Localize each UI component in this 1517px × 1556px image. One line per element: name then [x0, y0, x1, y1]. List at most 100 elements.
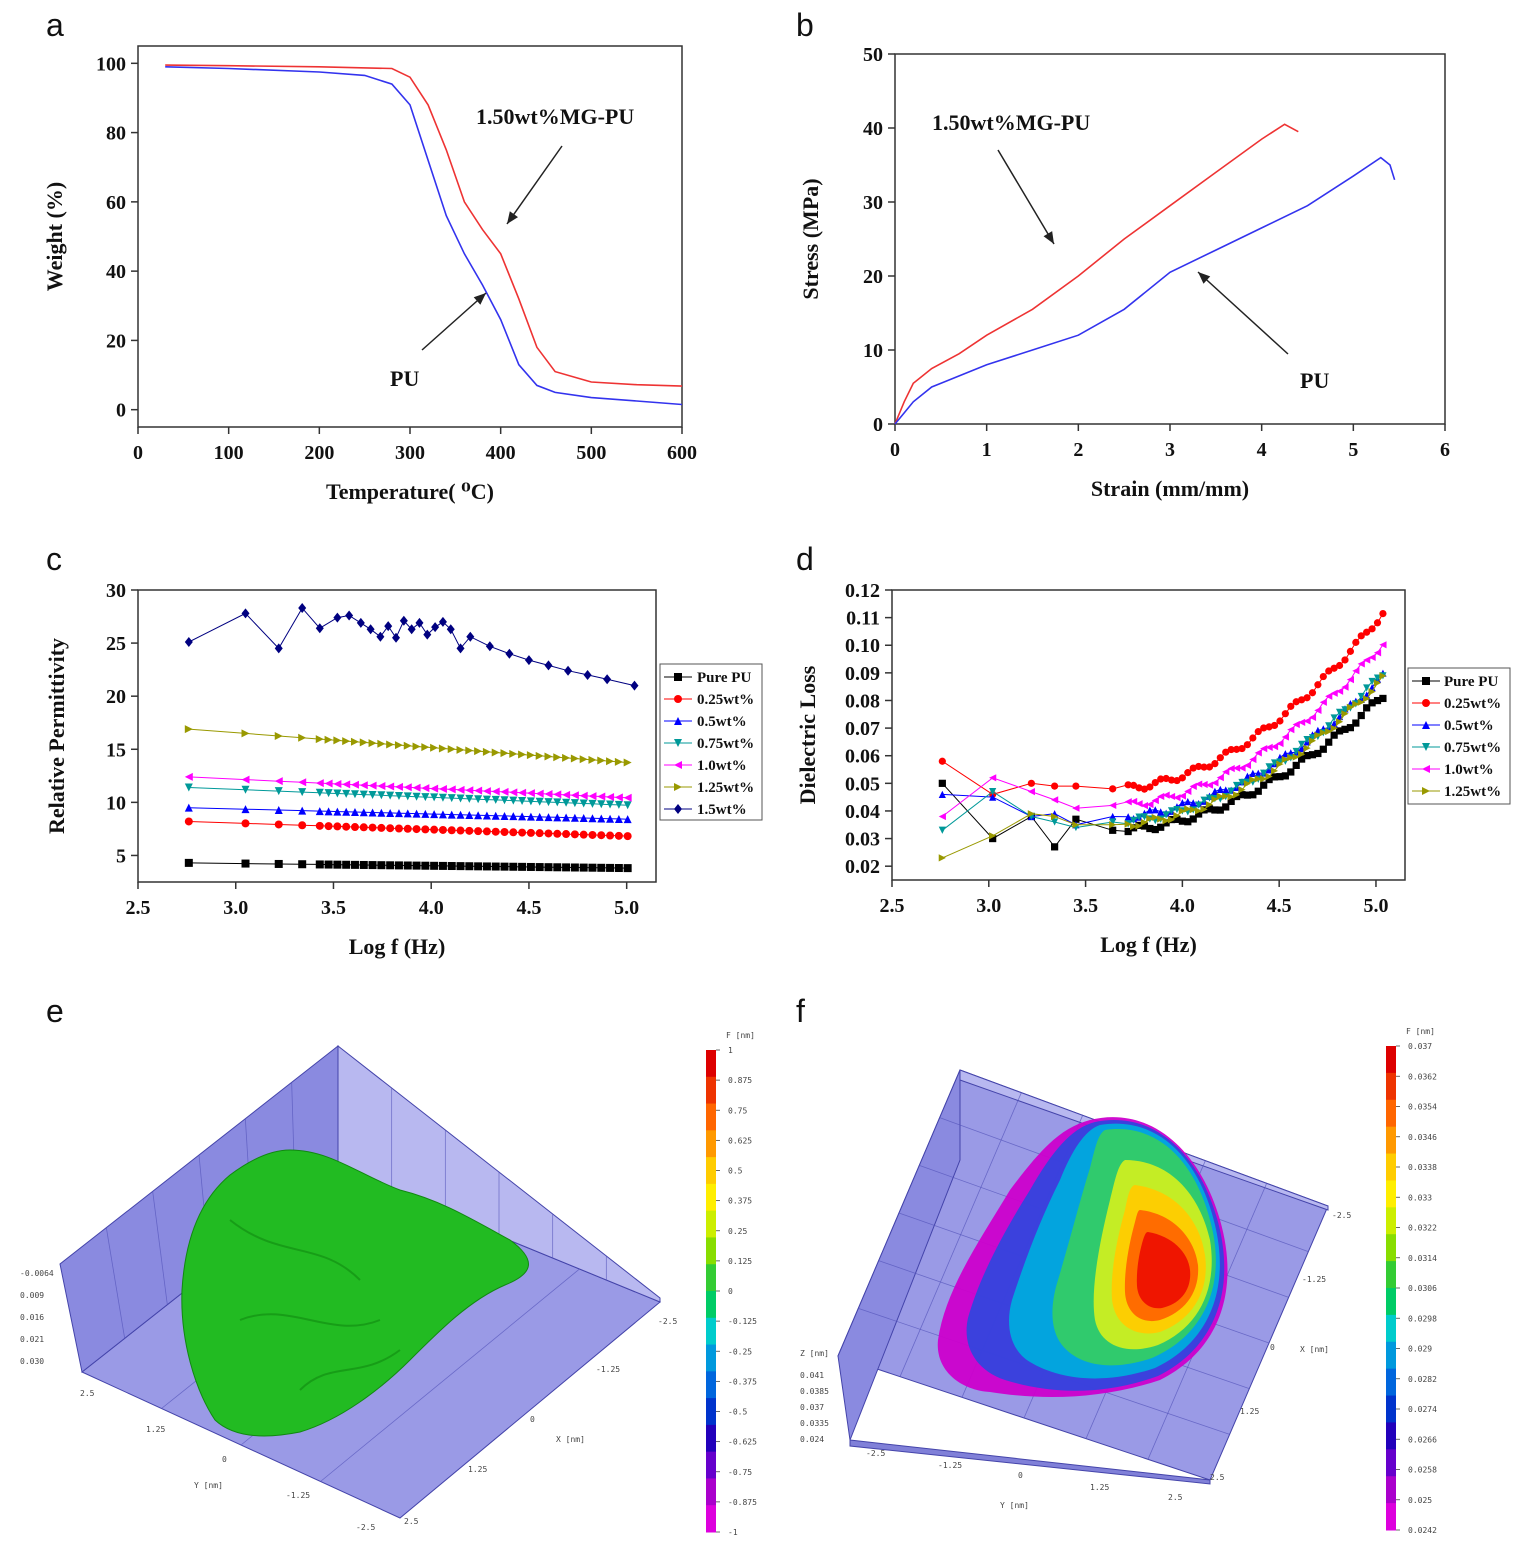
data-point [938, 790, 946, 798]
data-point [1124, 781, 1132, 789]
data-point [1260, 781, 1268, 789]
data-point [1189, 806, 1197, 814]
z-tick-label: 0.030 [20, 1357, 44, 1366]
legend-marker [674, 804, 682, 814]
data-point [1051, 843, 1059, 851]
data-point [570, 754, 579, 763]
data-point [597, 814, 606, 823]
data-point [274, 859, 283, 868]
data-point [1232, 781, 1241, 790]
data-point [614, 831, 623, 840]
data-point [1205, 801, 1214, 809]
data-point [518, 862, 527, 871]
arrow-mg-pu [506, 145, 563, 225]
data-point [315, 807, 324, 816]
colorbar-tick-label: 0.029 [1408, 1345, 1432, 1354]
data-point [1254, 775, 1262, 783]
data-point [1341, 710, 1349, 718]
data-point [1335, 727, 1344, 735]
surface-layer-7 [1136, 1232, 1191, 1309]
grid-line [105, 1227, 126, 1339]
data-point [1129, 797, 1138, 806]
data-point [377, 861, 386, 870]
data-point [1368, 677, 1376, 686]
data-point [465, 811, 474, 820]
y-tick-label: 10 [106, 792, 126, 814]
data-point [1232, 764, 1241, 772]
data-point [1335, 661, 1344, 670]
data-point [562, 753, 571, 762]
data-point [342, 822, 351, 831]
data-point [1319, 698, 1327, 706]
data-point [535, 863, 544, 872]
data-point [1189, 799, 1197, 807]
legend-marker [674, 761, 682, 769]
series-line [188, 776, 628, 799]
data-point [1189, 764, 1197, 772]
data-point [1298, 696, 1306, 704]
data-point [1135, 784, 1143, 792]
data-point [1346, 724, 1355, 732]
surface-green [181, 1149, 529, 1437]
data-point [570, 791, 579, 800]
grid-line [320, 1268, 580, 1482]
x-tick-label: 0 [1270, 1343, 1275, 1352]
data-point [1151, 779, 1159, 787]
panel-label-d: d [796, 541, 814, 577]
x-tick-label: 0 [133, 442, 143, 464]
series-0-5wt- [184, 803, 632, 824]
data-point [1352, 638, 1360, 646]
data-point [324, 822, 333, 831]
data-point [1281, 755, 1289, 763]
data-point [342, 780, 351, 789]
data-point [315, 821, 324, 830]
z-tick-label: 0.016 [20, 1313, 44, 1322]
data-point [1211, 760, 1219, 768]
data-point [1346, 703, 1355, 711]
data-point [368, 808, 377, 817]
data-point [524, 655, 533, 666]
data-point [544, 829, 553, 838]
data-point [1254, 787, 1262, 795]
data-point [430, 743, 439, 752]
data-point [465, 826, 474, 835]
legend-label: 0.75wt% [697, 736, 754, 752]
data-point [1335, 687, 1344, 695]
data-point [333, 779, 342, 788]
data-point [403, 861, 412, 870]
data-point [324, 735, 333, 744]
data-point [315, 779, 324, 788]
y-tick-label: -1.25 [938, 1461, 962, 1470]
data-point [1162, 817, 1170, 825]
data-point [491, 748, 500, 757]
data-point [324, 779, 333, 788]
data-point [1184, 769, 1192, 777]
data-point [184, 803, 193, 812]
data-point [1298, 740, 1306, 748]
data-point [482, 787, 491, 796]
data-point [1303, 744, 1311, 752]
data-point [623, 864, 632, 873]
data-point [1238, 764, 1246, 772]
x-tick-label: 6 [1440, 439, 1450, 461]
legend-label: 1.25wt% [697, 780, 754, 796]
data-point [535, 789, 544, 798]
x-tick-label: 600 [667, 442, 697, 464]
data-point [1249, 776, 1257, 784]
annotation-mg-pu: 1.50wt%MG-PU [932, 110, 1090, 135]
data-point [614, 864, 623, 873]
data-point [544, 660, 553, 671]
colorbar-tick-label: 0.0354 [1408, 1103, 1437, 1112]
data-point [509, 749, 518, 758]
data-point [1276, 717, 1284, 725]
data-point [324, 807, 333, 816]
data-point [1373, 619, 1382, 627]
data-point [535, 797, 544, 806]
data-point [588, 830, 597, 839]
data-point [526, 862, 535, 871]
z-tick-label: 0.041 [800, 1371, 824, 1380]
data-point [430, 825, 439, 834]
data-point [421, 825, 430, 834]
data-point [606, 863, 615, 872]
data-point [333, 789, 342, 798]
